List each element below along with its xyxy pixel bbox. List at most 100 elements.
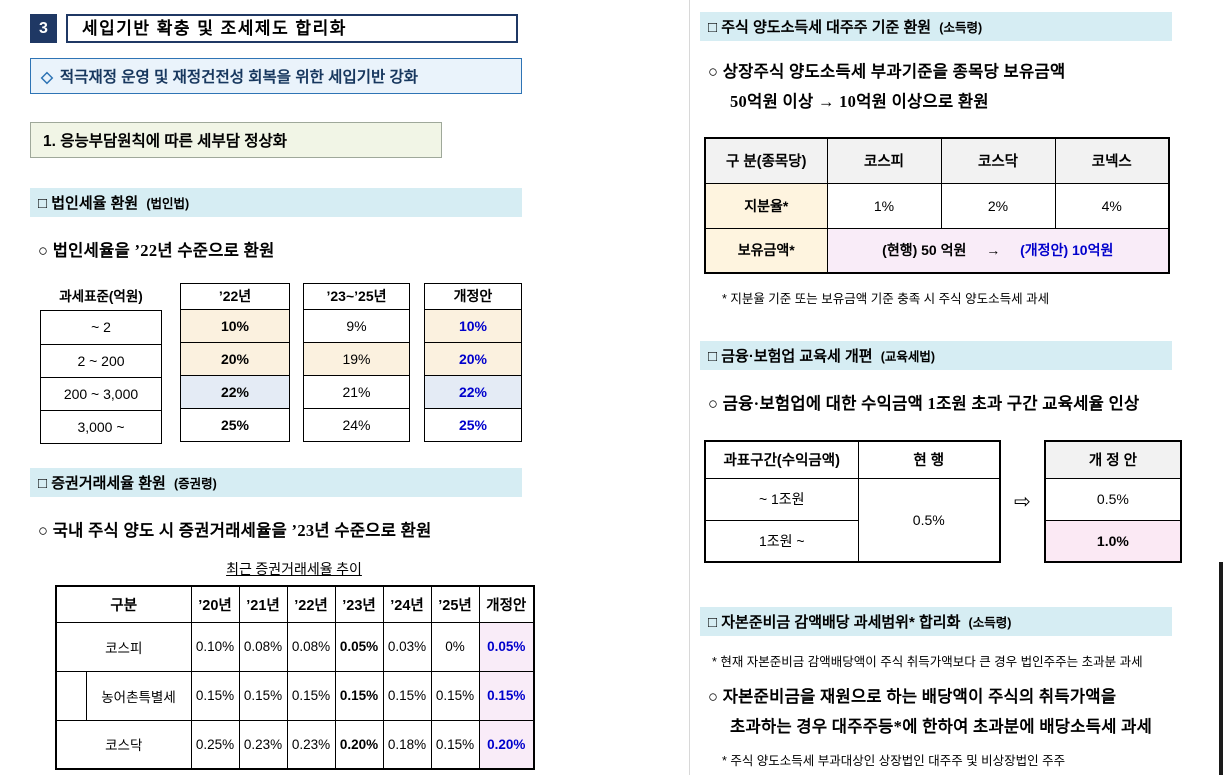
cell: 4% (1054, 182, 1170, 229)
row-label: 보유금액* (704, 227, 828, 274)
header-cell: 구 분(종목당) (704, 137, 828, 184)
cell: 2 ~ 200 (41, 344, 161, 377)
column-header: 개정안 (453, 288, 493, 304)
cell: 0.08% (238, 621, 288, 672)
year-2325-column: ’23~’25년 9% 19% 21% 24% (303, 283, 410, 444)
table-header-row: 구 분(종목당) 코스피 코스닥 코넥스 (704, 137, 1170, 184)
bullet-education-tax: ○ 금융·보험업에 대한 수익금액 1조원 초과 구간 교육세율 인상 (708, 394, 1140, 413)
cell: 0.15% (334, 670, 384, 721)
cell: 21% (304, 375, 409, 408)
heading-securities-tax: □ 증권거래세율 환원 (증권령) (30, 468, 522, 497)
header-cell: 코스닥 (940, 137, 1056, 184)
column-header: ’22년 (218, 288, 252, 304)
current-amount: (현행) 50 억원 (882, 242, 967, 259)
header-cell: ’21년 (238, 585, 288, 623)
section-title: 1. 응능부담원칙에 따른 세부담 정상화 (30, 122, 442, 158)
year-2022-column: ’22년 10% 20% 22% 25% (180, 283, 290, 444)
header-cell: 코넥스 (1054, 137, 1170, 184)
left-page-column: 3 세입기반 확충 및 조세제도 합리화 ◇ 적극재정 운영 및 재정건전성 회복… (30, 14, 670, 770)
cell: 0.15% (190, 670, 240, 721)
right-arrow-icon: → (986, 242, 1001, 259)
cell: 10% (425, 309, 521, 342)
amount-cell: (현행) 50 억원 → (개정안) 10억원 (826, 227, 1170, 274)
heading-text: □ 주식 양도소득세 대주주 기준 환원 (708, 19, 932, 36)
cell: 0.15% (478, 670, 535, 721)
bullet-corporate-tax: ○ 법인세율을 ’22년 수준으로 환원 (38, 241, 275, 260)
chapter-title: 세입기반 확충 및 조세제도 합리화 (66, 14, 518, 43)
cell: 1.0% (1044, 519, 1182, 563)
summary-text: 적극재정 운영 및 재정건전성 회복을 위한 세입기반 강화 (59, 69, 419, 86)
corporate-tax-table: 과세표준(억원) ~ 2 2 ~ 200 200 ~ 3,000 3,000 ~… (40, 283, 670, 444)
cell: 0.05% (478, 621, 535, 672)
header-cell: ’25년 (430, 585, 480, 623)
table-row: 코스피 0.10% 0.08% 0.08% 0.05% 0.03% 0% 0.0… (55, 621, 535, 672)
cell: 0.20% (334, 719, 384, 770)
cell: 0% (430, 621, 480, 672)
summary-box: ◇ 적극재정 운영 및 재정건전성 회복을 위한 세입기반 강화 (30, 58, 522, 94)
table-row: 1.0% (1044, 519, 1182, 563)
cell: 22% (181, 375, 289, 408)
footnote: * 주식 양도소득세 부과대상인 상장법인 대주주 및 비상장법인 주주 (722, 754, 1066, 768)
header-cell: ’23년 (334, 585, 384, 623)
header-cell: ’20년 (190, 585, 240, 623)
table-row: 보유금액* (현행) 50 억원 → (개정안) 10억원 (704, 227, 1170, 274)
table-row: ~ 1조원 0.5% (704, 477, 1001, 563)
cell: 0.15% (238, 670, 288, 721)
bullet-capital-reserve: ○ 자본준비금을 재원으로 하는 배당액이 주식의 취득가액을 초과하는 경우 … (708, 682, 1182, 742)
bullet-line: 50억원 이상 → 10억원 이상으로 환원 (730, 92, 989, 111)
cell: 0.25% (190, 719, 240, 770)
merged-rate-cell: 0.5% (857, 477, 1001, 563)
row-label: 코스닥 (55, 719, 192, 770)
row-label: 농어촌특별세 (85, 670, 192, 721)
column-header: 과세표준(억원) (59, 289, 143, 304)
row-label: 지분율* (704, 182, 828, 229)
cell: 200 ~ 3,000 (41, 377, 161, 410)
cell: 2% (940, 182, 1056, 229)
table-row: 코스닥 0.25% 0.23% 0.23% 0.20% 0.18% 0.15% … (55, 719, 535, 770)
table-row: 1조원 ~ (704, 519, 1000, 563)
heading-corporate-tax: □ 법인세율 환원 (법인법) (30, 188, 522, 217)
education-tax-current-table: 과표구간(수익금액) 현 행 ~ 1조원 0.5% 1조원 ~ (704, 440, 1001, 563)
row-label: ~ 1조원 (704, 477, 859, 521)
table-caption: 최근 증권거래세율 추이 (226, 563, 362, 578)
cell: 0.23% (238, 719, 288, 770)
cell: 0.15% (286, 670, 336, 721)
heading-text: □ 법인세율 환원 (38, 195, 139, 212)
revised-amount: (개정안) 10억원 (1020, 242, 1114, 259)
cell: 0.15% (382, 670, 432, 721)
column-header: ’23~’25년 (326, 288, 387, 304)
law-reference: (교육세법) (880, 350, 936, 364)
bullet-line: ○ 자본준비금을 재원으로 하는 배당액이 주식의 취득가액을 (708, 687, 1117, 706)
header-cell: ’22년 (286, 585, 336, 623)
chapter-header: 3 세입기반 확충 및 조세제도 합리화 (30, 14, 670, 43)
cell: 20% (181, 342, 289, 375)
cell: 0.05% (334, 621, 384, 672)
footnote: * 현재 자본준비금 감액배당액이 주식 취득가액보다 큰 경우 법인주주는 초… (712, 655, 1143, 669)
tax-base-box: ~ 2 2 ~ 200 200 ~ 3,000 3,000 ~ (40, 310, 162, 444)
revised-column: 개정안 10% 20% 22% 25% (424, 283, 522, 444)
cell: 22% (425, 375, 521, 408)
heading-text: □ 자본준비금 감액배당 과세범위* 합리화 (708, 614, 961, 631)
cell: 0.23% (286, 719, 336, 770)
bullet-securities-tax: ○ 국내 주식 양도 시 증권거래세율을 ’23년 수준으로 환원 (38, 521, 432, 540)
diamond-icon: ◇ (41, 69, 53, 86)
cell: 0.15% (430, 719, 480, 770)
securities-tax-table: 구분 ’20년 ’21년 ’22년 ’23년 ’24년 ’25년 개정안 코스피… (55, 585, 535, 770)
bullet-line: ○ 상장주식 양도소득세 부과기준을 종목당 보유금액 (708, 62, 1066, 81)
heading-capital-reserve: □ 자본준비금 감액배당 과세범위* 합리화 (소득령) (700, 607, 1172, 636)
bullet-line: 초과하는 경우 대주주등*에 한하여 초과분에 배당소득세 과세 (730, 717, 1153, 736)
revised-box: 개정안 10% 20% 22% 25% (424, 283, 522, 442)
cell: 0.18% (382, 719, 432, 770)
cell: 9% (304, 309, 409, 342)
cell: 0.15% (430, 670, 480, 721)
cell: ~ 2 (91, 319, 111, 335)
row-label: 1조원 ~ (704, 519, 859, 563)
cell: 0.03% (382, 621, 432, 672)
cell: 10% (181, 309, 289, 342)
heading-education-tax: □ 금융·보험업 교육세 개편 (교육세법) (700, 341, 1172, 370)
heading-capital-gains: □ 주식 양도소득세 대주주 기준 환원 (소득령) (700, 12, 1172, 41)
law-reference: (법인법) (146, 197, 190, 211)
right-page-column: □ 주식 양도소득세 대주주 기준 환원 (소득령) ○ 상장주식 양도소득세 … (700, 12, 1182, 769)
header-cell: ’24년 (382, 585, 432, 623)
cell: 0.08% (286, 621, 336, 672)
